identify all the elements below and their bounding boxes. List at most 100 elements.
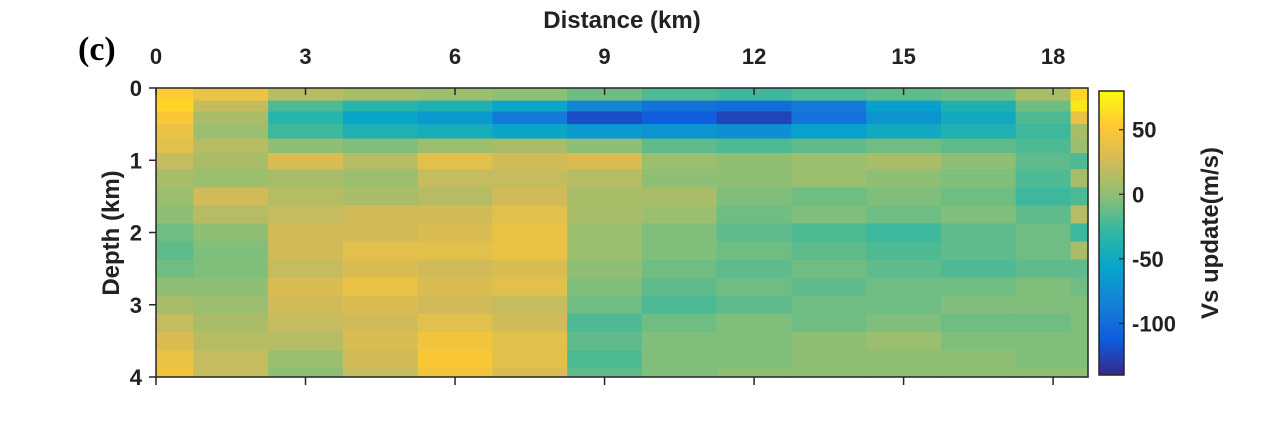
heatmap-cell: [342, 138, 419, 154]
heatmap-cell: [193, 295, 269, 315]
heatmap-cell: [417, 331, 494, 351]
heatmap-cell: [940, 349, 1017, 369]
heatmap-cell: [716, 138, 793, 154]
heatmap-cell: [567, 111, 643, 125]
heatmap-cell: [716, 367, 793, 378]
heatmap-cell: [1015, 138, 1072, 154]
heatmap-cell: [417, 223, 494, 243]
heatmap-cell: [492, 169, 568, 188]
heatmap-cell: [492, 187, 568, 206]
heatmap-cell: [1070, 241, 1089, 261]
heatmap-cell: [492, 241, 568, 261]
heatmap-cell: [417, 259, 494, 279]
heatmap-cell: [1015, 367, 1072, 378]
heatmap-cell: [1015, 313, 1072, 333]
heatmap-cell: [567, 295, 643, 315]
heatmap-cell: [156, 169, 194, 188]
heatmap-cell: [567, 349, 643, 369]
heatmap-cell: [268, 277, 344, 297]
heatmap-cell: [1070, 205, 1089, 225]
heatmap-cell: [1015, 153, 1072, 170]
heatmap-cell: [268, 187, 344, 206]
heatmap-cell: [716, 295, 793, 315]
heatmap-cell: [716, 349, 793, 369]
heatmap-cell: [866, 187, 942, 206]
heatmap-cell: [940, 259, 1017, 279]
heatmap-cell: [641, 111, 718, 125]
heatmap-cell: [417, 367, 494, 378]
colorbar: [1098, 90, 1125, 376]
heatmap-cell: [193, 169, 269, 188]
heatmap-cell: [940, 241, 1017, 261]
heatmap-cell: [492, 138, 568, 154]
heatmap-cell: [866, 100, 942, 113]
heatmap-cell: [342, 277, 419, 297]
heatmap-cell: [1015, 169, 1072, 188]
heatmap-cell: [193, 124, 269, 140]
heatmap-cell: [156, 295, 194, 315]
heatmap-cell: [156, 88, 194, 102]
heatmap-cell: [940, 169, 1017, 188]
heatmap-cell: [342, 88, 419, 102]
heatmap-cell: [866, 153, 942, 170]
heatmap-cell: [342, 124, 419, 140]
heatmap-cell: [567, 241, 643, 261]
heatmap-image: [156, 88, 1089, 378]
x-tick-label: 9: [598, 44, 610, 69]
heatmap-cell: [791, 259, 867, 279]
heatmap-cell: [866, 223, 942, 243]
heatmap-cell: [1070, 277, 1089, 297]
heatmap-cell: [940, 277, 1017, 297]
x-axis-title: Distance (km): [543, 7, 700, 34]
heatmap-cell: [268, 138, 344, 154]
heatmap-cell: [156, 277, 194, 297]
heatmap-cell: [342, 187, 419, 206]
heatmap-cell: [567, 367, 643, 378]
heatmap-cell: [940, 187, 1017, 206]
heatmap-cell: [1015, 241, 1072, 261]
heatmap-cell: [791, 138, 867, 154]
heatmap-cell: [492, 295, 568, 315]
heatmap-cell: [866, 277, 942, 297]
heatmap-cell: [791, 367, 867, 378]
heatmap-cell: [492, 331, 568, 351]
heatmap-cell: [193, 138, 269, 154]
heatmap-cell: [417, 153, 494, 170]
heatmap-cell: [567, 169, 643, 188]
heatmap-cell: [940, 153, 1017, 170]
x-tick-label: 3: [299, 44, 311, 69]
heatmap-cell: [866, 331, 942, 351]
heatmap-cell: [492, 277, 568, 297]
heatmap-cell: [1070, 223, 1089, 243]
heatmap-cell: [940, 367, 1017, 378]
heatmap-cell: [268, 241, 344, 261]
heatmap-cell: [268, 169, 344, 188]
heatmap-cell: [417, 100, 494, 113]
heatmap-cell: [716, 169, 793, 188]
heatmap-cell: [567, 223, 643, 243]
heatmap-cell: [567, 277, 643, 297]
heatmap-cell: [417, 313, 494, 333]
heatmap-cell: [1015, 187, 1072, 206]
heatmap-cell: [716, 153, 793, 170]
heatmap-cell: [791, 223, 867, 243]
heatmap-cell: [1070, 169, 1089, 188]
heatmap-cell: [940, 100, 1017, 113]
heatmap-cell: [193, 88, 269, 102]
heatmap-cell: [156, 111, 194, 125]
heatmap-cell: [791, 331, 867, 351]
x-tick-label: 18: [1041, 44, 1065, 69]
heatmap-cell: [156, 331, 194, 351]
heatmap-cell: [156, 367, 194, 378]
colorbar-tick-label: 0: [1132, 182, 1144, 207]
heatmap-cell: [268, 259, 344, 279]
heatmap-cell: [1070, 111, 1089, 125]
heatmap-cell: [641, 223, 718, 243]
heatmap-cell: [940, 88, 1017, 102]
heatmap-cell: [342, 205, 419, 225]
heatmap-cell: [791, 111, 867, 125]
heatmap-cell: [156, 187, 194, 206]
heatmap-cell: [193, 241, 269, 261]
heatmap-cell: [492, 111, 568, 125]
